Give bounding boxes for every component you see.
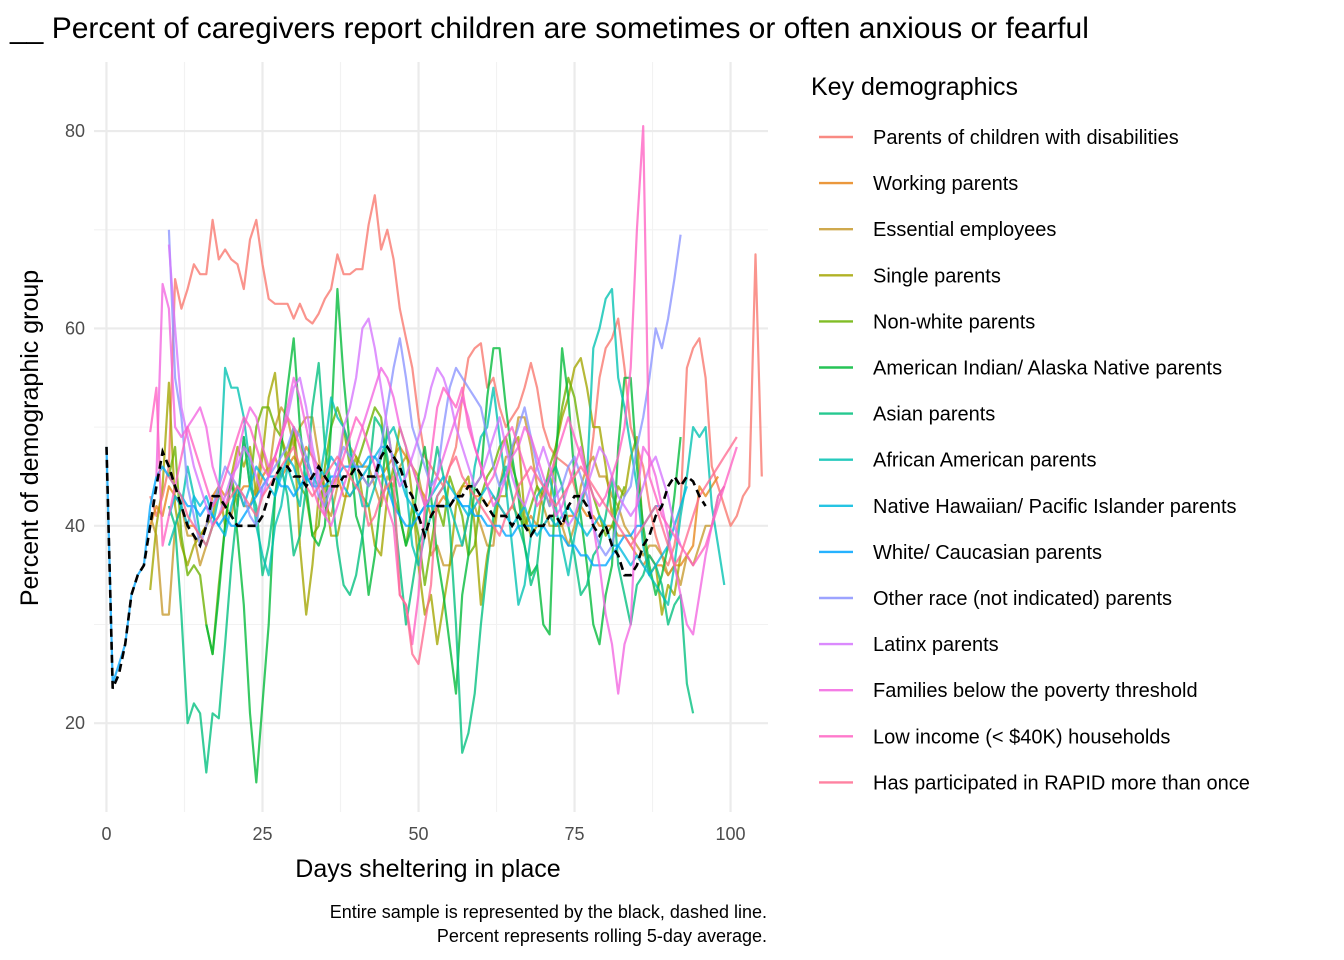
legend-label: Parents of children with disabilities (873, 127, 1179, 149)
legend-item: Families below the poverty threshold (819, 680, 1198, 702)
y-tick-label: 80 (65, 121, 85, 141)
y-tick-label: 20 (65, 713, 85, 733)
legend-title: Key demographics (811, 73, 1018, 101)
series-line-african-american-parents (167, 287, 726, 606)
y-axis-title: Percent of demographic group (16, 270, 44, 606)
y-axis-ticks: 20 40 60 80 (65, 121, 85, 733)
y-tick-label: 60 (65, 318, 85, 338)
minor-gridlines (94, 62, 768, 812)
legend: Parents of children with disabilities Wor… (819, 127, 1250, 794)
legend-item: White/ Caucasian parents (819, 542, 1102, 564)
x-tick-label: 0 (101, 824, 111, 844)
legend-label: Has participated in RAPID more than once (873, 772, 1250, 794)
legend-item: African American parents (819, 450, 1096, 472)
entire-sample-line-group (105, 444, 707, 690)
legend-item: Parents of children with disabilities (819, 127, 1179, 149)
legend-item: Asian parents (819, 404, 995, 426)
legend-label: American Indian/ Alaska Native parents (873, 358, 1222, 380)
legend-item: Latinx parents (819, 634, 999, 656)
chart-title: __ Percent of caregivers report children… (9, 12, 1089, 45)
x-tick-label: 25 (252, 824, 272, 844)
legend-item: Other race (not indicated) parents (819, 588, 1172, 610)
legend-label: Low income (< $40K) households (873, 726, 1170, 748)
legend-label: Other race (not indicated) parents (873, 588, 1172, 610)
x-tick-label: 50 (409, 824, 429, 844)
series-line-parents-of-children-with-disabilities (149, 194, 763, 567)
legend-item: Native Hawaiian/ Pacific Islander parent… (819, 496, 1237, 518)
x-tick-label: 75 (565, 824, 585, 844)
caption-line-2: Percent represents rolling 5-day average… (437, 926, 767, 946)
x-axis-ticks: 0 25 50 75 100 (101, 824, 745, 844)
legend-label: Non-white parents (873, 311, 1035, 333)
legend-label: Essential employees (873, 219, 1056, 241)
series-line-has-participated-in-rapid-more-than-once (167, 436, 738, 666)
legend-label: Native Hawaiian/ Pacific Islander parent… (873, 496, 1237, 518)
legend-item: Essential employees (819, 219, 1056, 241)
legend-item: American Indian/ Alaska Native parents (819, 358, 1222, 380)
legend-label: Single parents (873, 265, 1001, 287)
series-line-white-caucasian-parents (105, 446, 662, 685)
series-line-american-indian-alaska-native-parents (205, 287, 682, 784)
major-gridlines (94, 62, 768, 812)
legend-label: Latinx parents (873, 634, 999, 656)
series-lines (105, 125, 763, 784)
legend-label: Families below the poverty threshold (873, 680, 1198, 702)
series-line-families-below-the-poverty-threshold (155, 282, 726, 695)
legend-label: African American parents (873, 450, 1096, 472)
caption-line-1: Entire sample is represented by the blac… (330, 902, 767, 922)
x-tick-label: 100 (716, 824, 746, 844)
legend-item: Working parents (819, 173, 1018, 195)
series-line-latinx-parents (167, 244, 682, 546)
entire-sample-line (105, 444, 707, 690)
legend-item: Single parents (819, 265, 1001, 287)
y-tick-label: 40 (65, 516, 85, 536)
x-axis-title: Days sheltering in place (295, 855, 560, 883)
legend-label: Working parents (873, 173, 1018, 195)
legend-label: Asian parents (873, 404, 995, 426)
legend-item: Has participated in RAPID more than once (819, 772, 1250, 794)
series-line-low-income-40k-households (149, 125, 738, 646)
legend-item: Low income (< $40K) households (819, 726, 1170, 748)
legend-item: Non-white parents (819, 311, 1035, 333)
legend-label: White/ Caucasian parents (873, 542, 1102, 564)
